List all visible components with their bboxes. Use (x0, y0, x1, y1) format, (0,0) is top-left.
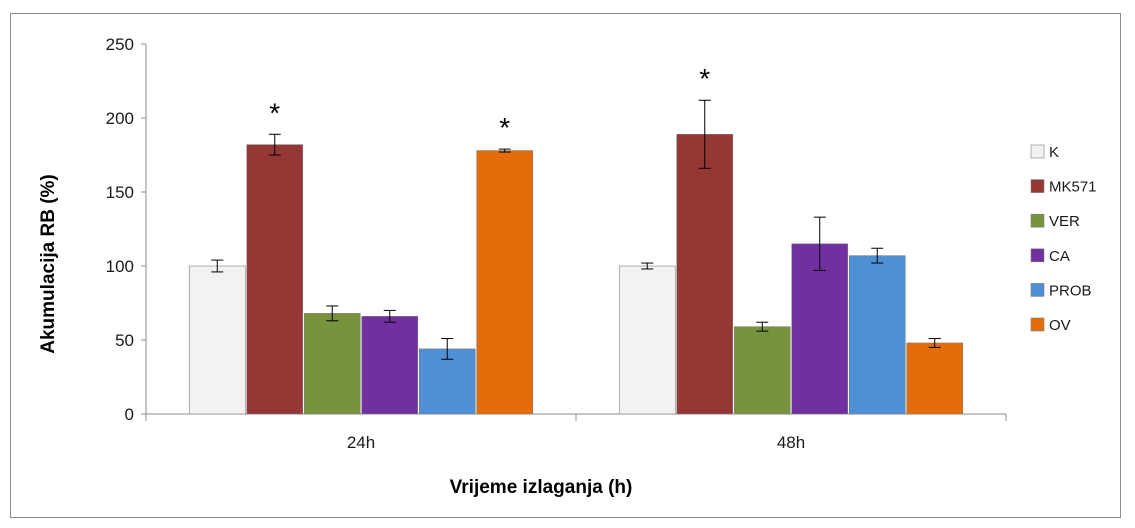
x-axis-title: Vrijeme izlaganja (h) (450, 477, 633, 498)
legend-swatch-ca (1030, 248, 1045, 263)
chart-bars: * * * (188, 63, 964, 415)
y-tick-label: 150 (106, 183, 134, 202)
legend-label-ov: OV (1049, 317, 1071, 334)
bar-ver-48h (733, 326, 791, 415)
legend-label-ca: CA (1049, 248, 1070, 265)
y-tick-label: 50 (115, 331, 134, 350)
significance-marker: * (499, 112, 510, 143)
x-tick-label: 48h (777, 433, 805, 452)
y-tick-label: 250 (106, 35, 134, 54)
x-tick-label: 24h (347, 433, 375, 452)
y-tick-label: 0 (125, 405, 134, 424)
legend-label-ver: VER (1049, 213, 1080, 230)
legend-swatch-ver (1030, 213, 1045, 228)
bar-ver-24h (303, 313, 361, 415)
legend-label-mk571: MK571 (1049, 179, 1097, 196)
legend-swatch-prob (1030, 283, 1045, 297)
legend-label-prob: PROB (1049, 282, 1092, 299)
bar-ca-48h (791, 243, 849, 415)
bar-prob-48h (848, 255, 906, 415)
legend-label-k: K (1049, 144, 1059, 161)
bar-ov-48h (906, 342, 964, 415)
chart-frame (10, 13, 1121, 518)
bar-k-24h (188, 265, 246, 415)
bar-k-48h (618, 265, 676, 415)
bar-ov-24h (476, 150, 534, 415)
legend-swatch-k (1030, 144, 1045, 159)
bar-mk571-24h (246, 144, 304, 415)
y-tick-label: 200 (106, 109, 134, 128)
significance-marker: * (269, 97, 280, 128)
bar-ca-24h (361, 316, 419, 415)
bar-mk571-48h (676, 133, 734, 415)
significance-marker: * (699, 63, 710, 94)
legend-swatch-mk571 (1030, 179, 1045, 193)
y-tick-label: 100 (106, 257, 134, 276)
chart-legend: K MK571 VER CA PROB OV (1030, 144, 1097, 334)
legend-swatch-ov (1030, 317, 1045, 332)
y-axis-title: Akumulacija RB (%) (38, 174, 59, 353)
